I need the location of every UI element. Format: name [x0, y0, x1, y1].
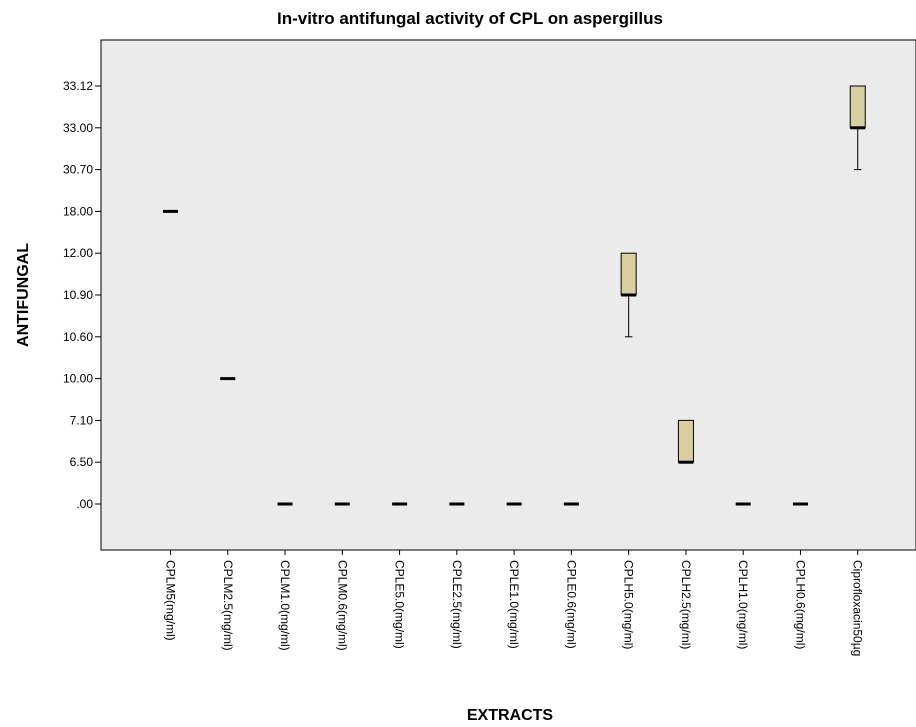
y-tick-label: 30.70 [63, 163, 93, 177]
x-tick-label: CPLH0.6(mg/ml) [793, 560, 807, 649]
box-13 [849, 85, 866, 171]
x-tick-label: CPLM5(mg/ml) [164, 560, 178, 641]
box-series [163, 85, 866, 506]
y-tick-label: 10.90 [63, 288, 93, 302]
y-axis: .00 6.50 7.10 10.00 10.60 10.90 12.00 18.00 30.7… [63, 79, 101, 511]
x-tick-label: Ciprofloxacin50µg [851, 560, 865, 656]
x-tick-label: CPLH1.0(mg/ml) [736, 560, 750, 649]
y-tick-label: 10.00 [63, 372, 93, 386]
y-axis-title: ANTIFUNGAL [15, 243, 32, 347]
x-tick-label: CPLH2.5(mg/ml) [679, 560, 693, 649]
x-tick-label: CPLE5.0(mg/ml) [393, 560, 407, 649]
plot-area [100, 39, 916, 551]
box-9 [620, 252, 637, 338]
x-axis: CPLM5(mg/ml) CPLM2.5(mg/ml) CPLM1.0(mg/ml)… [164, 550, 865, 656]
y-tick-label: 12.00 [63, 246, 93, 260]
x-tick-label: CPLM1.0(mg/ml) [278, 560, 292, 651]
x-axis-title: EXTRACTS [467, 707, 554, 724]
y-tick-label: 33.12 [63, 79, 93, 93]
iqr-box [677, 419, 694, 463]
x-tick-label: CPLM2.5(mg/ml) [221, 560, 235, 651]
y-tick-label: 6.50 [70, 455, 94, 469]
box-10 [677, 419, 694, 464]
x-tick-label: CPLE1.0(mg/ml) [507, 560, 521, 649]
y-tick-label: 33.00 [63, 121, 93, 135]
iqr-box [849, 85, 866, 129]
y-tick-label: 10.60 [63, 330, 93, 344]
y-tick-label: 18.00 [63, 204, 93, 218]
x-tick-label: CPLE0.6(mg/ml) [564, 560, 578, 649]
y-tick-label: 7.10 [70, 413, 94, 427]
chart-title: In-vitro antifungal activity of CPL on a… [277, 9, 663, 28]
iqr-box [620, 252, 637, 296]
y-tick-label: .00 [76, 497, 93, 511]
x-tick-label: CPLE2.5(mg/ml) [450, 560, 464, 649]
x-tick-label: CPLH5.0(mg/ml) [622, 560, 636, 649]
x-tick-label: CPLM0.6(mg/ml) [335, 560, 349, 651]
